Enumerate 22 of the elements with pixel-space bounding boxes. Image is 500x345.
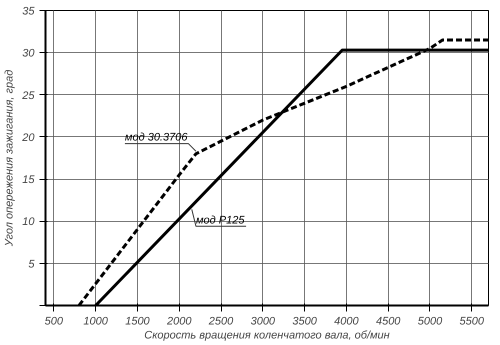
series-label: мод Р125 — [196, 214, 246, 226]
x-tick-label: 3500 — [292, 316, 318, 328]
y-tick-label: 20 — [21, 132, 36, 144]
x-tick-label: 2500 — [208, 316, 234, 328]
y-tick-label: 30 — [22, 48, 36, 60]
x-tick-label: 1500 — [125, 316, 151, 328]
x-tick-label: 5000 — [418, 316, 444, 328]
x-tick-label: 4500 — [376, 316, 402, 328]
x-tick-label: 5500 — [460, 316, 485, 328]
y-tick-label: 5 — [28, 258, 36, 270]
y-tick-label: 25 — [21, 90, 36, 102]
y-tick-label: 35 — [22, 6, 36, 18]
x-tick-label: 4000 — [334, 316, 360, 328]
y-tick-label: 10 — [22, 216, 36, 228]
series-label: мод 30.3706 — [124, 132, 188, 144]
x-axis-title: Скорость вращения коленчатого вала, об/мин — [144, 330, 390, 342]
x-tick-label: 500 — [44, 316, 64, 328]
y-tick-label: 15 — [22, 174, 36, 186]
x-tick-label: 3000 — [250, 316, 276, 328]
x-tick-label: 2000 — [166, 316, 192, 328]
x-tick-label: 1000 — [83, 316, 109, 328]
y-axis-title: Угол опережения зажигания, град — [3, 70, 16, 248]
